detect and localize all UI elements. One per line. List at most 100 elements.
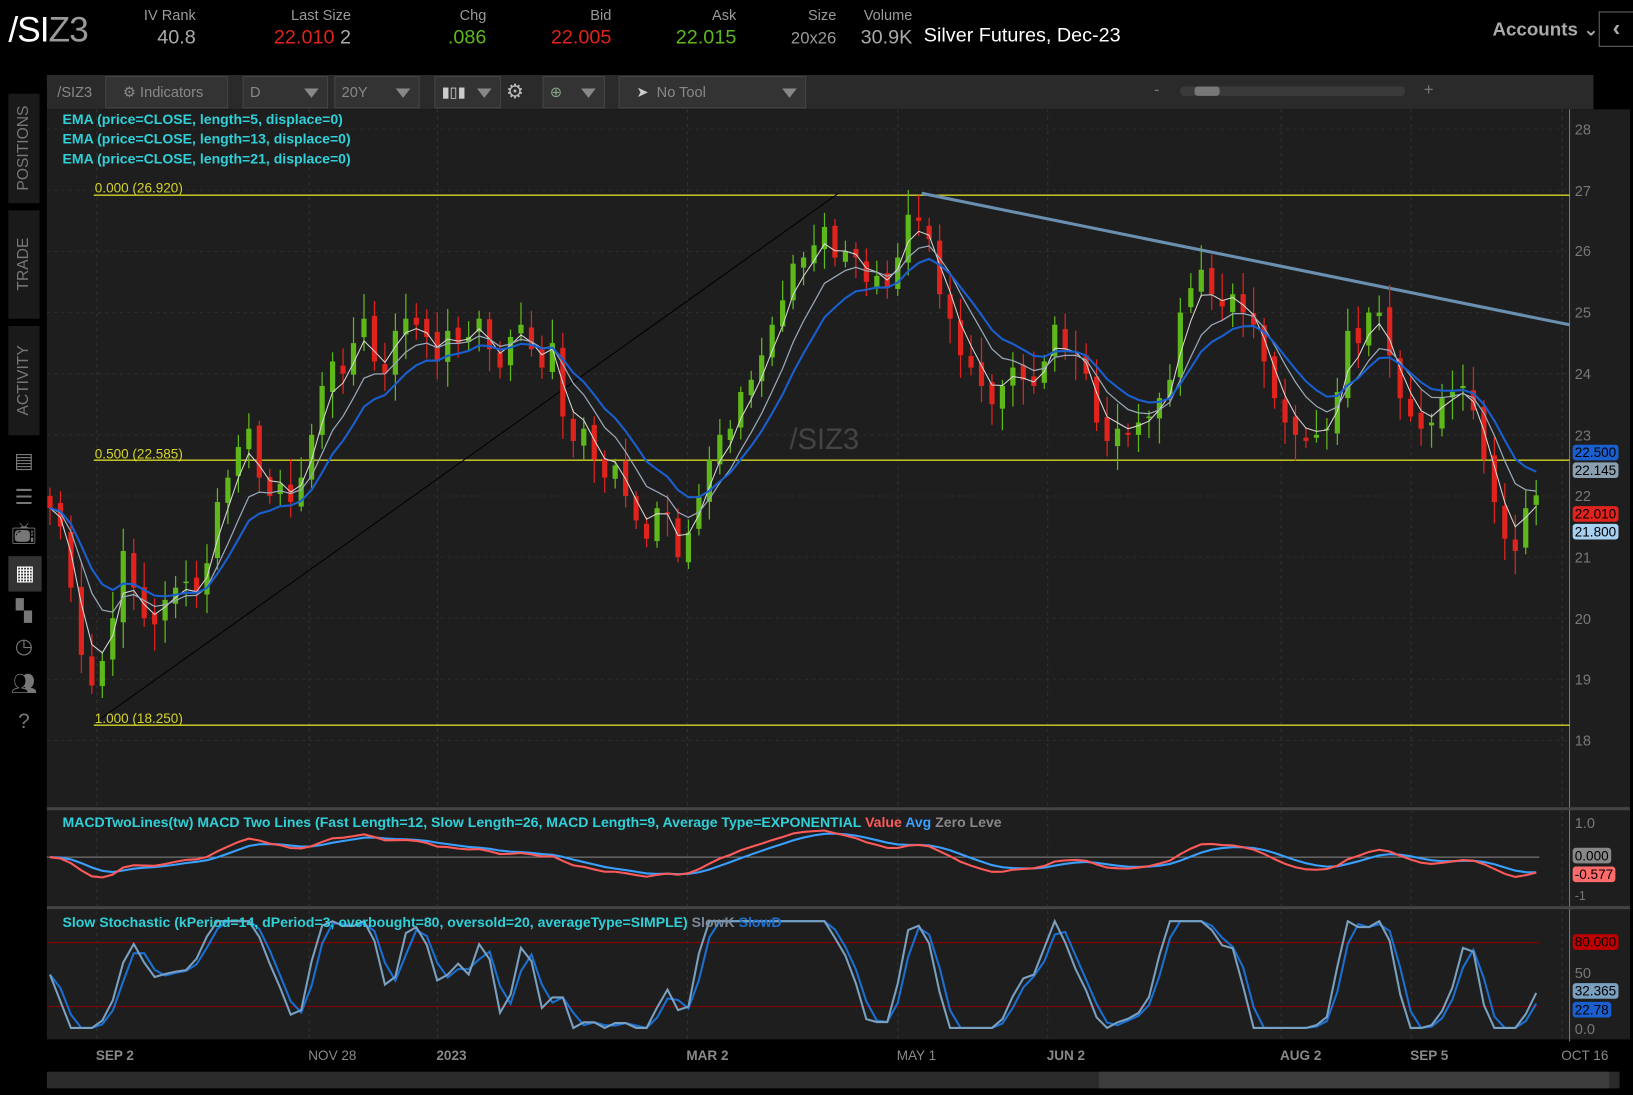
candle-body bbox=[1031, 376, 1037, 386]
candle-body bbox=[570, 418, 576, 441]
candle-body bbox=[1313, 434, 1320, 438]
candle-body bbox=[1156, 398, 1163, 419]
candle-body bbox=[131, 553, 137, 588]
price-tag: 22.500 bbox=[1572, 444, 1619, 461]
header-value: 22.015 bbox=[675, 27, 737, 49]
stoch-tick: 0.0 bbox=[1574, 1020, 1596, 1038]
candle-body bbox=[685, 532, 692, 563]
market-watch-icon[interactable]: ▤ bbox=[14, 449, 34, 473]
price-tick: 24 bbox=[1574, 365, 1591, 383]
candle-body bbox=[1261, 325, 1267, 362]
candle-body bbox=[1271, 356, 1278, 399]
ema13-label: EMA (price=CLOSE, length=13, displace=0) bbox=[62, 131, 351, 147]
stoch-label: Slow Stochastic (kPeriod=14, dPeriod=3, … bbox=[62, 914, 782, 931]
candle-body bbox=[47, 495, 53, 509]
zoom-out-button[interactable]: - bbox=[1153, 81, 1160, 99]
macd-panel bbox=[46, 810, 1570, 907]
tv-icon[interactable]: 📺︎ bbox=[10, 522, 38, 546]
panel-divider bbox=[46, 906, 1630, 910]
candle-body bbox=[759, 355, 765, 382]
candle-body bbox=[1292, 416, 1299, 435]
price-tick: 21 bbox=[1574, 548, 1591, 566]
zoom-slider[interactable] bbox=[1180, 86, 1405, 96]
candle-body bbox=[800, 257, 807, 268]
candle-body bbox=[476, 318, 482, 332]
scrollbar-thumb[interactable] bbox=[1098, 1071, 1610, 1089]
candle-body bbox=[225, 477, 231, 503]
cursor-icon: ➤ bbox=[636, 83, 649, 100]
macd-tick: -1 bbox=[1574, 888, 1586, 903]
indicators-button[interactable]: ⚙ Indicators bbox=[105, 76, 229, 109]
symbol-title: /SIZ3 bbox=[8, 10, 88, 50]
community-icon[interactable]: 👥︎ bbox=[10, 672, 38, 696]
candle-body bbox=[1439, 398, 1445, 429]
aggregation-dropdown[interactable]: D bbox=[242, 76, 329, 109]
horizontal-scrollbar[interactable] bbox=[46, 1071, 1620, 1089]
header-label: Size bbox=[807, 6, 837, 23]
candle-body bbox=[591, 424, 597, 460]
help-icon[interactable]: ? bbox=[18, 710, 30, 734]
candle-body bbox=[1366, 312, 1372, 346]
timeframe-dropdown[interactable]: 20Y bbox=[334, 76, 420, 109]
header-label: IV Rank bbox=[143, 6, 196, 23]
collapse-panel-button[interactable]: ‹ bbox=[1598, 11, 1633, 47]
candle-body bbox=[853, 249, 859, 258]
stoch-tag: 22.78 bbox=[1572, 1001, 1611, 1018]
candle-body bbox=[874, 275, 880, 288]
candle-body bbox=[298, 477, 304, 507]
candle-body bbox=[1491, 455, 1497, 503]
chart-style-dropdown[interactable]: ▮▯▮ bbox=[434, 76, 501, 109]
candle-body bbox=[371, 315, 378, 362]
candle-body bbox=[152, 612, 158, 625]
candle-body bbox=[957, 320, 964, 356]
candle-body bbox=[612, 465, 618, 479]
candle-body bbox=[89, 656, 95, 686]
history-icon[interactable]: ◷ bbox=[14, 635, 34, 659]
candle-body bbox=[183, 581, 189, 584]
date-tick: OCT 16 bbox=[1561, 1047, 1609, 1064]
candle-body bbox=[602, 458, 608, 478]
candle-body bbox=[1167, 379, 1173, 398]
candle-body bbox=[1020, 364, 1026, 380]
settings-gear-icon[interactable]: ⚙ bbox=[506, 81, 524, 104]
candle-body bbox=[549, 343, 555, 372]
price-axis bbox=[1569, 109, 1630, 1040]
zoom-in-button[interactable]: + bbox=[1423, 81, 1434, 99]
ema13-line bbox=[49, 245, 1537, 613]
candle-body bbox=[1387, 307, 1393, 356]
price-tick: 27 bbox=[1574, 181, 1591, 199]
list-icon[interactable]: ☰ bbox=[14, 486, 34, 510]
candle-body bbox=[120, 550, 126, 623]
candle-body bbox=[235, 447, 241, 476]
accounts-button[interactable]: Accounts ⌄ bbox=[1492, 19, 1598, 41]
candle-body bbox=[1502, 505, 1508, 539]
candle-body bbox=[1512, 539, 1518, 551]
charts-icon[interactable]: ▦ bbox=[8, 556, 42, 592]
candle-body bbox=[895, 257, 901, 289]
fib-retracement-line bbox=[95, 192, 839, 723]
candle-body bbox=[1083, 355, 1089, 374]
price-tick: 25 bbox=[1574, 304, 1591, 321]
candle-body bbox=[424, 318, 430, 338]
macd-tag: 0.000 bbox=[1572, 847, 1611, 864]
toolbar-symbol[interactable]: /SIZ3 bbox=[57, 83, 93, 100]
candle-body bbox=[916, 217, 922, 221]
grid-icon[interactable]: ▚ bbox=[15, 599, 32, 623]
candle-body bbox=[1334, 392, 1340, 434]
date-tick: AUG 2 bbox=[1280, 1047, 1322, 1064]
date-tick: 2023 bbox=[436, 1047, 467, 1064]
date-tick: JUN 2 bbox=[1046, 1047, 1086, 1064]
candle-body bbox=[1209, 268, 1215, 295]
drawing-style-dropdown[interactable]: ⊕ bbox=[542, 76, 606, 109]
drawing-tool-dropdown[interactable]: ➤ No Tool bbox=[618, 76, 807, 109]
main-panel bbox=[46, 109, 1570, 808]
candle-body bbox=[1408, 398, 1414, 417]
candle-body bbox=[1135, 422, 1142, 435]
date-tick: SEP 5 bbox=[1410, 1047, 1449, 1064]
candle-body bbox=[110, 618, 116, 660]
candle-body bbox=[277, 483, 283, 494]
header-label: Ask bbox=[712, 6, 737, 23]
candle-body bbox=[1345, 330, 1351, 399]
zoom-slider-handle[interactable] bbox=[1194, 86, 1220, 96]
